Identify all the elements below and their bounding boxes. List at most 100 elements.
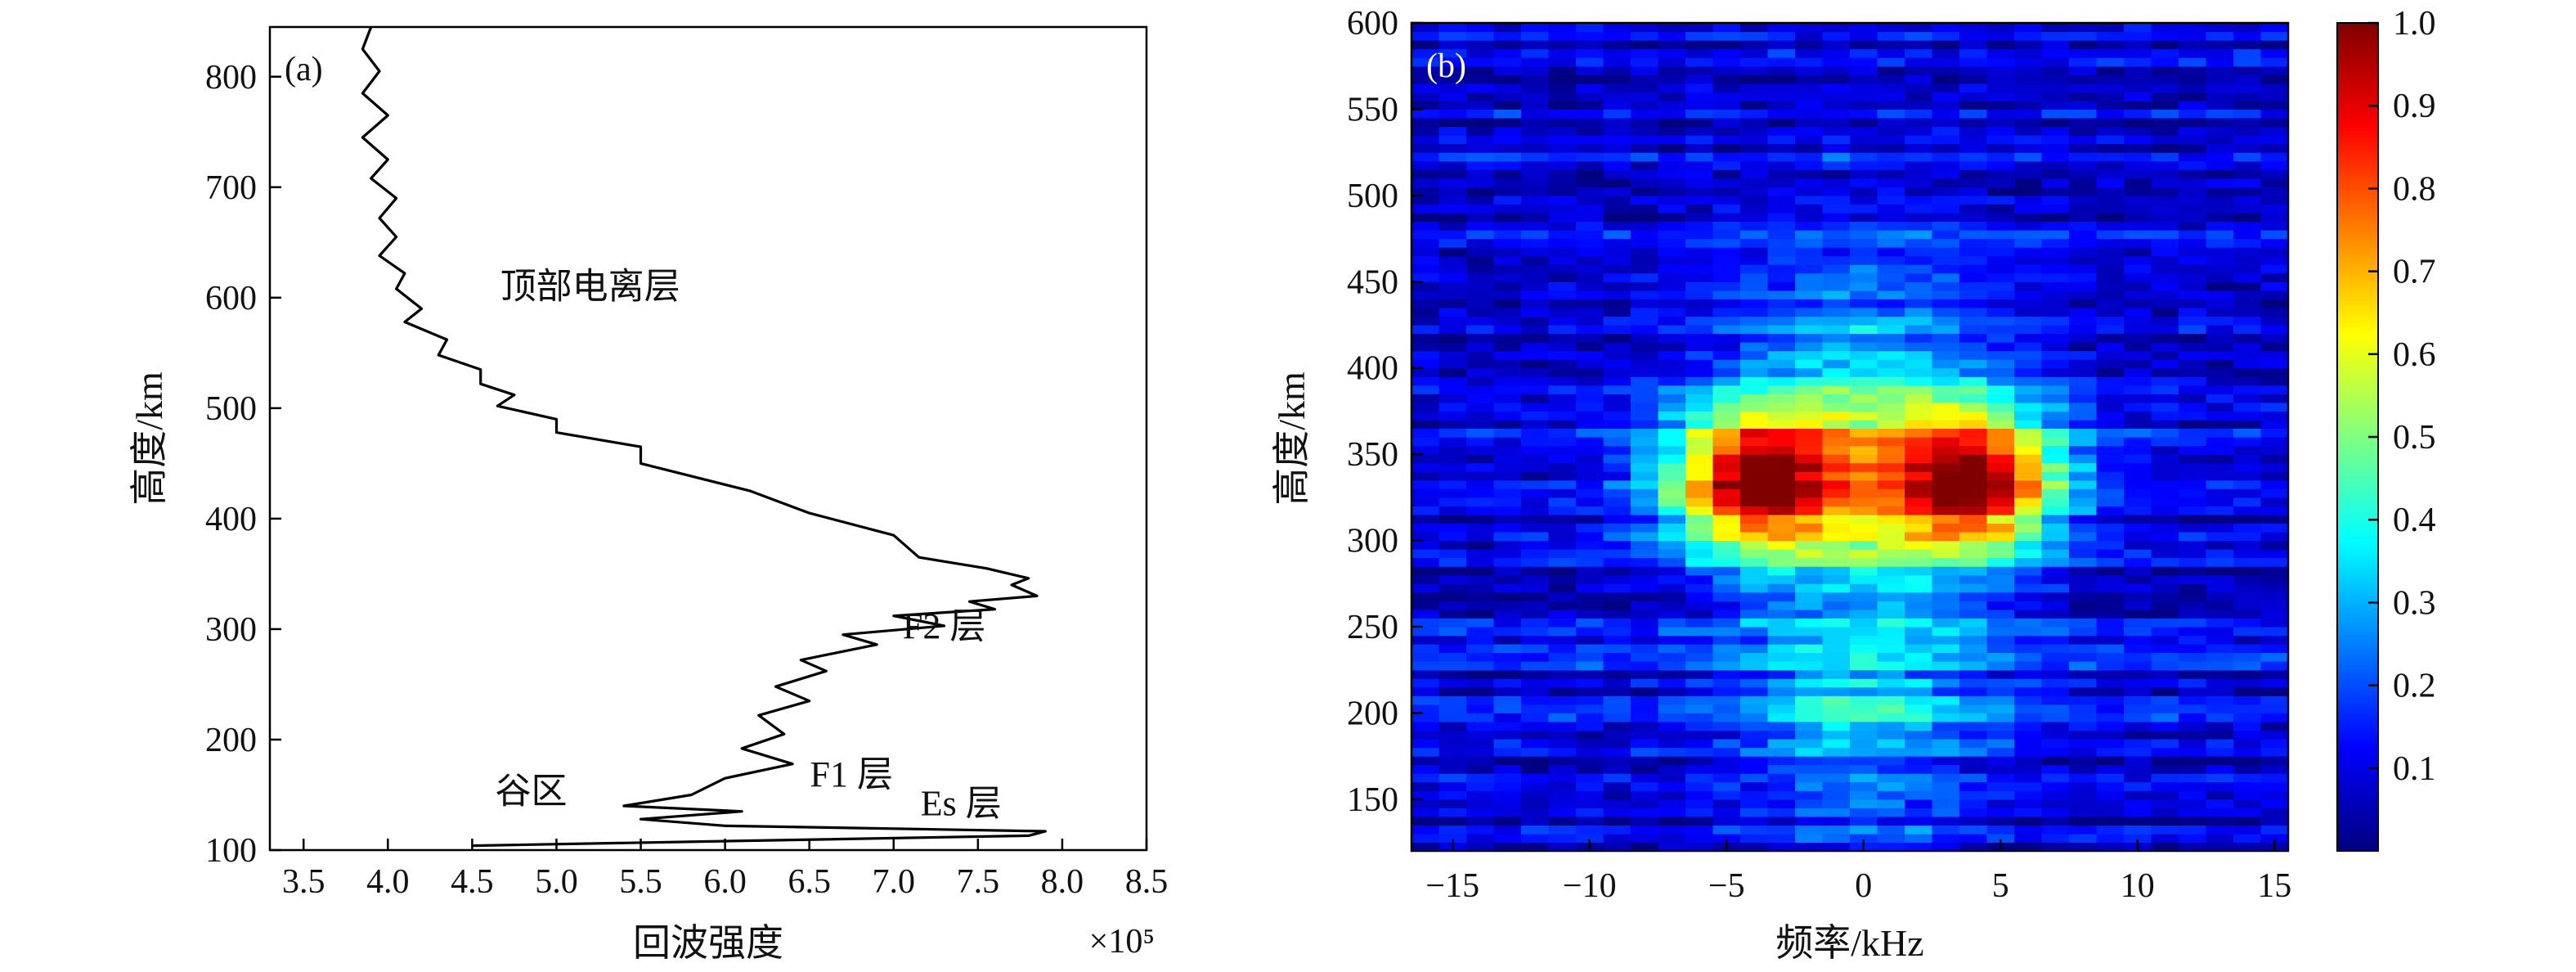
heatmap-cell: [1850, 609, 1878, 619]
heatmap-cell: [1959, 808, 1988, 817]
heatmap-cell: [1712, 756, 1741, 766]
heatmap-cell: [2041, 523, 2070, 533]
heatmap-cell: [2096, 23, 2125, 33]
heatmap-cell: [2069, 739, 2098, 749]
heatmap-cell: [1986, 126, 2015, 136]
heatmap-cell: [1877, 790, 1905, 800]
heatmap-cell: [1795, 160, 1824, 170]
heatmap-cell: [1658, 661, 1686, 671]
heatmap-cell: [1466, 721, 1495, 731]
heatmap-cell: [2179, 100, 2207, 110]
heatmap-cell: [1493, 152, 1522, 162]
heatmap-cell: [1905, 23, 1933, 33]
heatmap-cell: [1740, 31, 1769, 41]
heatmap-cell: [2014, 609, 2043, 619]
heatmap-cell: [1493, 549, 1522, 559]
heatmap-cell: [1685, 549, 1714, 559]
heatmap-cell: [1905, 264, 1933, 274]
heatmap-cell: [1631, 281, 1659, 291]
heatmap-cell: [1603, 574, 1631, 584]
heatmap-cell: [2179, 195, 2207, 205]
heatmap-cell: [1631, 359, 1659, 369]
heatmap-cell: [2124, 609, 2152, 619]
heatmap-cell: [1795, 143, 1824, 153]
heatmap-cell: [1685, 601, 1714, 610]
heatmap-cell: [1466, 540, 1495, 550]
heatmap-cell: [2179, 92, 2207, 101]
heatmap-cell: [2014, 290, 2043, 299]
heatmap-cell: [1466, 773, 1495, 783]
heatmap-cell: [1850, 230, 1878, 240]
heatmap-cell: [2069, 704, 2098, 713]
heatmap-cell: [1959, 31, 1988, 41]
heatmap-cell: [1795, 83, 1824, 92]
heatmap-cell: [1877, 644, 1905, 654]
heatmap-cell: [1466, 678, 1495, 688]
heatmap-cell: [1850, 686, 1878, 696]
heatmap-cell: [2233, 488, 2262, 498]
heatmap-cell: [1658, 307, 1686, 317]
heatmap-cell: [1411, 367, 1440, 377]
heatmap-cell: [1877, 195, 1905, 205]
heatmap-cell: [1521, 307, 1550, 317]
heatmap-cell: [2124, 290, 2152, 299]
heatmap-cell: [1767, 739, 1796, 749]
heatmap-cell: [1466, 557, 1495, 567]
heatmap-cell: [2260, 618, 2288, 628]
heatmap-cell: [1576, 644, 1604, 654]
heatmap-cell: [2124, 540, 2152, 550]
heatmap-cell: [2206, 816, 2234, 826]
heatmap-cell: [1658, 549, 1686, 559]
heatmap-cell: [1466, 169, 1495, 179]
heatmap-cell: [2124, 57, 2152, 67]
heatmap-cell: [2041, 644, 2070, 654]
heatmap-cell: [2206, 376, 2234, 386]
heatmap-cell: [2179, 402, 2207, 412]
heatmap-cell: [1685, 281, 1714, 291]
heatmap-cell: [1631, 100, 1659, 110]
heatmap-cell: [1438, 350, 1467, 360]
heatmap-cell: [1932, 514, 1960, 524]
heatmap-cell: [1712, 514, 1741, 524]
heatmap-cell: [1712, 74, 1741, 84]
heatmap-cell: [2206, 833, 2234, 843]
heatmap-cell: [1411, 83, 1440, 92]
heatmap-cell: [1685, 669, 1714, 679]
heatmap-cell: [1712, 204, 1741, 214]
heatmap-cell: [1521, 609, 1550, 619]
heatmap-cell: [1493, 479, 1522, 489]
heatmap-cell: [1877, 661, 1905, 671]
heatmap-cell: [2151, 92, 2179, 101]
heatmap-cell: [1521, 367, 1550, 377]
panel-a-x-ticks: 3.5 4.0 4.5 5.0 5.5 6.0 6.5 7.0 7.5 8.0 8.5: [282, 839, 1168, 901]
heatmap-cell: [2260, 152, 2288, 162]
heatmap-cell: [1411, 764, 1440, 774]
heatmap-cell: [1877, 143, 1905, 153]
heatmap-cell: [1521, 644, 1550, 654]
heatmap-cell: [2233, 454, 2262, 464]
heatmap-cell: [1795, 169, 1824, 179]
heatmap-cell: [1767, 48, 1796, 58]
heatmap-cell: [1986, 781, 2015, 791]
heatmap-cell: [1932, 40, 1960, 50]
heatmap-cell: [2014, 781, 2043, 791]
heatmap-cell: [1905, 721, 1933, 731]
heatmap-cell: [2041, 48, 2070, 58]
heatmap-cell: [2041, 342, 2070, 352]
heatmap-cell: [1795, 350, 1824, 360]
heatmap-cell: [1521, 661, 1550, 671]
heatmap-cell: [1712, 592, 1741, 601]
heatmap-cell: [2041, 781, 2070, 791]
heatmap-cell: [1932, 100, 1960, 110]
heatmap-cell: [2179, 704, 2207, 713]
heatmap-cell: [1822, 204, 1851, 214]
heatmap-cell: [1767, 635, 1796, 645]
heatmap-cell: [1438, 532, 1467, 542]
heatmap-cell: [1521, 31, 1550, 41]
heatmap-cell: [1850, 160, 1878, 170]
heatmap-cell: [1877, 204, 1905, 214]
heatmap-cell: [1658, 764, 1686, 774]
heatmap-cell: [1438, 462, 1467, 472]
heatmap-cell: [1850, 48, 1878, 58]
heatmap-cell: [2014, 92, 2043, 101]
